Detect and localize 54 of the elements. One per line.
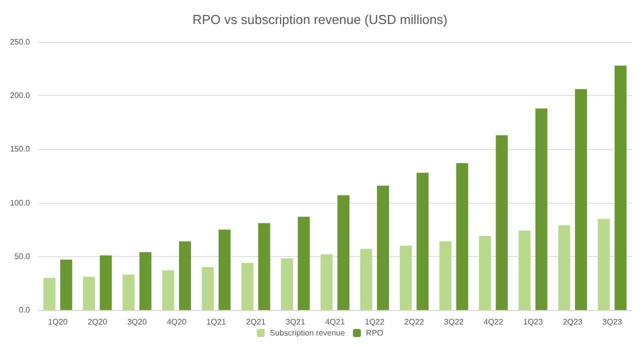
bar bbox=[218, 230, 231, 310]
y-tick-label: 150.0 bbox=[10, 144, 31, 154]
y-tick-label: 200.0 bbox=[10, 91, 31, 100]
bar bbox=[281, 258, 293, 310]
x-tick-label: 2Q22 bbox=[404, 318, 425, 326]
bar bbox=[479, 236, 491, 310]
bar bbox=[456, 163, 468, 310]
bar bbox=[439, 241, 452, 310]
bar bbox=[139, 252, 152, 310]
x-tick-label: 1Q23 bbox=[523, 318, 544, 326]
bar bbox=[298, 216, 310, 310]
x-tick-label: 4Q20 bbox=[166, 318, 187, 326]
x-tick-label: 4Q22 bbox=[484, 318, 504, 326]
x-tick-label: 4Q21 bbox=[325, 318, 346, 326]
legend-label: RPO bbox=[366, 328, 384, 338]
bar bbox=[400, 246, 412, 310]
bar bbox=[377, 186, 389, 310]
bar bbox=[518, 230, 531, 310]
x-tick-label: 1Q20 bbox=[48, 318, 68, 326]
bar bbox=[360, 248, 372, 310]
bar bbox=[320, 254, 333, 310]
bar bbox=[162, 270, 174, 310]
y-tick-label: 50.0 bbox=[14, 252, 31, 261]
x-tick-label: 1Q21 bbox=[206, 318, 227, 326]
x-tick-label: 2Q23 bbox=[562, 318, 583, 326]
bar bbox=[60, 260, 72, 310]
chart-title: RPO vs subscription revenue (USD millions) bbox=[192, 12, 448, 27]
y-tick-label: 100.0 bbox=[10, 198, 31, 208]
bar bbox=[337, 195, 350, 310]
bar bbox=[258, 223, 270, 310]
bar bbox=[83, 276, 95, 310]
x-tick-label: 1Q22 bbox=[364, 318, 385, 326]
x-tick-label: 3Q23 bbox=[602, 318, 623, 326]
bar bbox=[416, 172, 429, 310]
legend-label: Subscription revenue bbox=[270, 328, 346, 338]
y-tick-label: 0.0 bbox=[18, 306, 31, 314]
bar bbox=[598, 218, 610, 310]
bar bbox=[535, 108, 548, 310]
x-tick-label: 2Q20 bbox=[88, 318, 108, 326]
bar bbox=[100, 255, 112, 310]
bar bbox=[575, 89, 587, 310]
bar bbox=[202, 267, 214, 310]
bar bbox=[179, 241, 191, 310]
bar bbox=[614, 66, 627, 310]
x-tick-label: 2Q21 bbox=[246, 318, 266, 326]
x-tick-label: 3Q21 bbox=[286, 318, 306, 326]
bar bbox=[496, 135, 508, 310]
y-tick-label: 250.0 bbox=[10, 38, 31, 46]
x-tick-label: 3Q22 bbox=[444, 318, 464, 326]
bar bbox=[43, 278, 56, 310]
bar bbox=[558, 225, 570, 310]
x-tick-label: 3Q20 bbox=[127, 318, 148, 326]
bar bbox=[122, 274, 135, 310]
bar bbox=[241, 262, 254, 310]
